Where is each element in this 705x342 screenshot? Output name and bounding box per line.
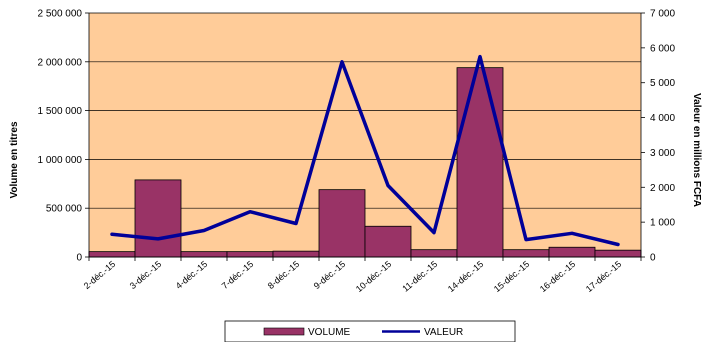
right-tick-label: 2 000 [650, 183, 675, 194]
right-tick-label: 7 000 [650, 9, 675, 20]
valeur-line-layer [110, 54, 620, 247]
right-tick-label: 4 000 [650, 113, 675, 124]
x-tick-label: 8-déc.-15 [266, 259, 302, 291]
x-tick-label: 11-déc.-15 [400, 259, 439, 294]
right-tick-label: 1 000 [650, 218, 675, 229]
volume-bar [134, 179, 182, 258]
right-axis-title: Valeur en millions FCFA [691, 93, 702, 207]
x-tick-label: 4-déc.-15 [174, 259, 210, 291]
volume-bar [318, 189, 366, 258]
legend-volume-label: VOLUME [308, 327, 351, 338]
volume-bar [88, 251, 136, 258]
x-tick-label: 17-déc.-15 [584, 259, 623, 294]
left-tick-label: 2 000 000 [38, 57, 83, 68]
x-tick-label: 10-déc.-15 [354, 259, 393, 294]
volume-bar [410, 249, 458, 258]
legend-valeur-label: VALEUR [424, 327, 463, 338]
left-tick-label: 1 500 000 [38, 106, 83, 117]
valeur-line [110, 54, 620, 247]
x-tick-label: 9-déc.-15 [312, 259, 348, 291]
volume-bar [548, 246, 596, 258]
left-tick-label: 2 500 000 [38, 9, 83, 20]
right-tick-label: 3 000 [650, 148, 675, 159]
x-tick-label: 15-déc.-15 [492, 259, 531, 294]
volume-bar [226, 251, 274, 258]
right-axis-ticks: 0 1 000 2 000 3 000 4 000 5 000 6 000 7 000 [641, 9, 675, 264]
right-tick-label: 5 000 [650, 78, 675, 89]
x-tick-label: 2-déc.-15 [82, 259, 118, 291]
volume-bar [456, 67, 504, 258]
volume-bar [502, 249, 550, 258]
left-tick-label: 1 000 000 [38, 155, 83, 166]
x-tick-label: 14-déc.-15 [446, 259, 485, 294]
left-tick-label: 500 000 [46, 204, 83, 215]
left-axis-title: Volume en titres [9, 121, 20, 198]
right-tick-label: 6 000 [650, 43, 675, 54]
left-tick-label: 0 [76, 253, 82, 264]
legend-volume-swatch [263, 327, 305, 336]
legend-box [224, 320, 516, 342]
x-tick-label: 3-déc.-15 [128, 259, 164, 291]
volume-bar [364, 225, 412, 258]
x-axis-ticks: 2-déc.-15 3-déc.-15 4-déc.-15 7-déc.-15 8-dé… [82, 257, 642, 294]
right-tick-label: 0 [650, 253, 656, 264]
volume-bars [88, 67, 642, 258]
x-tick-label: 7-déc.-15 [220, 259, 256, 291]
volume-bar [272, 250, 320, 258]
volume-bar [594, 249, 642, 258]
volume-bar [180, 251, 228, 258]
legend: VOLUME VALEUR [224, 320, 516, 342]
left-axis-ticks: 0 500 000 1 000 000 1 500 000 2 000 000 2 500… [38, 9, 89, 264]
x-tick-label: 16-déc.-15 [538, 259, 577, 294]
